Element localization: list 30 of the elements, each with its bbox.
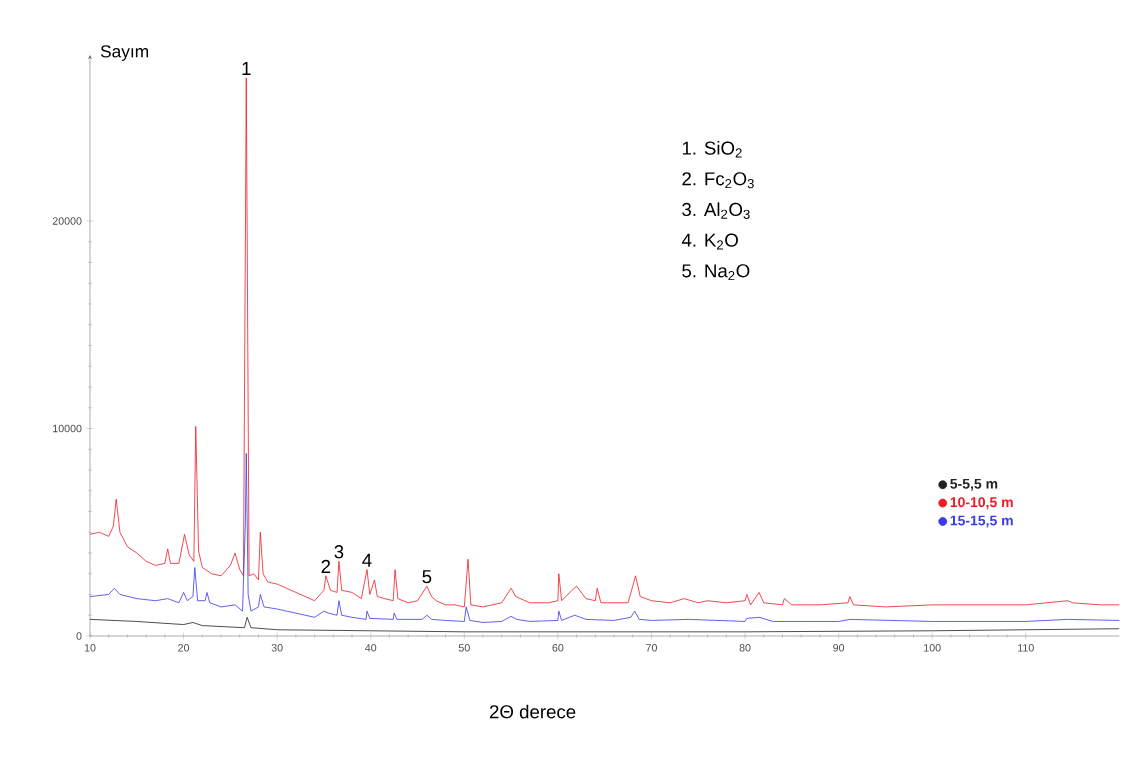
y-tick-label: 10000 bbox=[53, 424, 82, 433]
annotation: 4 bbox=[362, 553, 372, 567]
annotation: 1 bbox=[242, 62, 251, 75]
y-tick-label: 0 bbox=[76, 632, 82, 640]
x-tick-label: 40 bbox=[365, 644, 377, 652]
y-tick-label: 20000 bbox=[52, 217, 82, 225]
annotation: 1. SiO$_{2}$ bbox=[682, 141, 742, 158]
legend-label: 15-15,5 m bbox=[950, 515, 1013, 528]
x-tick-label: 60 bbox=[552, 644, 564, 652]
x-tick-label: 80 bbox=[739, 644, 751, 652]
x-tick-label: 100 bbox=[924, 644, 941, 652]
x-tick-label: 110 bbox=[1018, 644, 1034, 652]
y-axis-title: Sayım bbox=[100, 45, 149, 61]
x-tick-label: 70 bbox=[646, 644, 657, 652]
x-tick-label: 20 bbox=[178, 644, 190, 652]
legend-label: 10-10,5 m bbox=[950, 497, 1013, 510]
x-axis-title: 2Θ derece bbox=[489, 704, 576, 719]
annotation: 2 bbox=[321, 559, 331, 573]
annotation: 4. K$_{2}$O bbox=[681, 233, 738, 250]
legend-label: 5-5,5 m bbox=[950, 478, 998, 491]
x-tick-label: 10 bbox=[84, 644, 96, 652]
annotation: 3 bbox=[334, 545, 344, 559]
annotation: 5 bbox=[422, 570, 432, 584]
x-tick-label: 50 bbox=[458, 644, 470, 652]
line-series bbox=[89, 452, 1120, 623]
x-tick-label: 90 bbox=[833, 644, 845, 652]
annotation: 2. Fc$_{2}$O$_{3}$ bbox=[682, 172, 754, 189]
annotation: 3. Al$_{2}$O$_{3}$ bbox=[682, 202, 750, 219]
x-tick-label: 30 bbox=[271, 644, 283, 652]
annotation: 5. Na$_{2}$O bbox=[682, 264, 750, 281]
